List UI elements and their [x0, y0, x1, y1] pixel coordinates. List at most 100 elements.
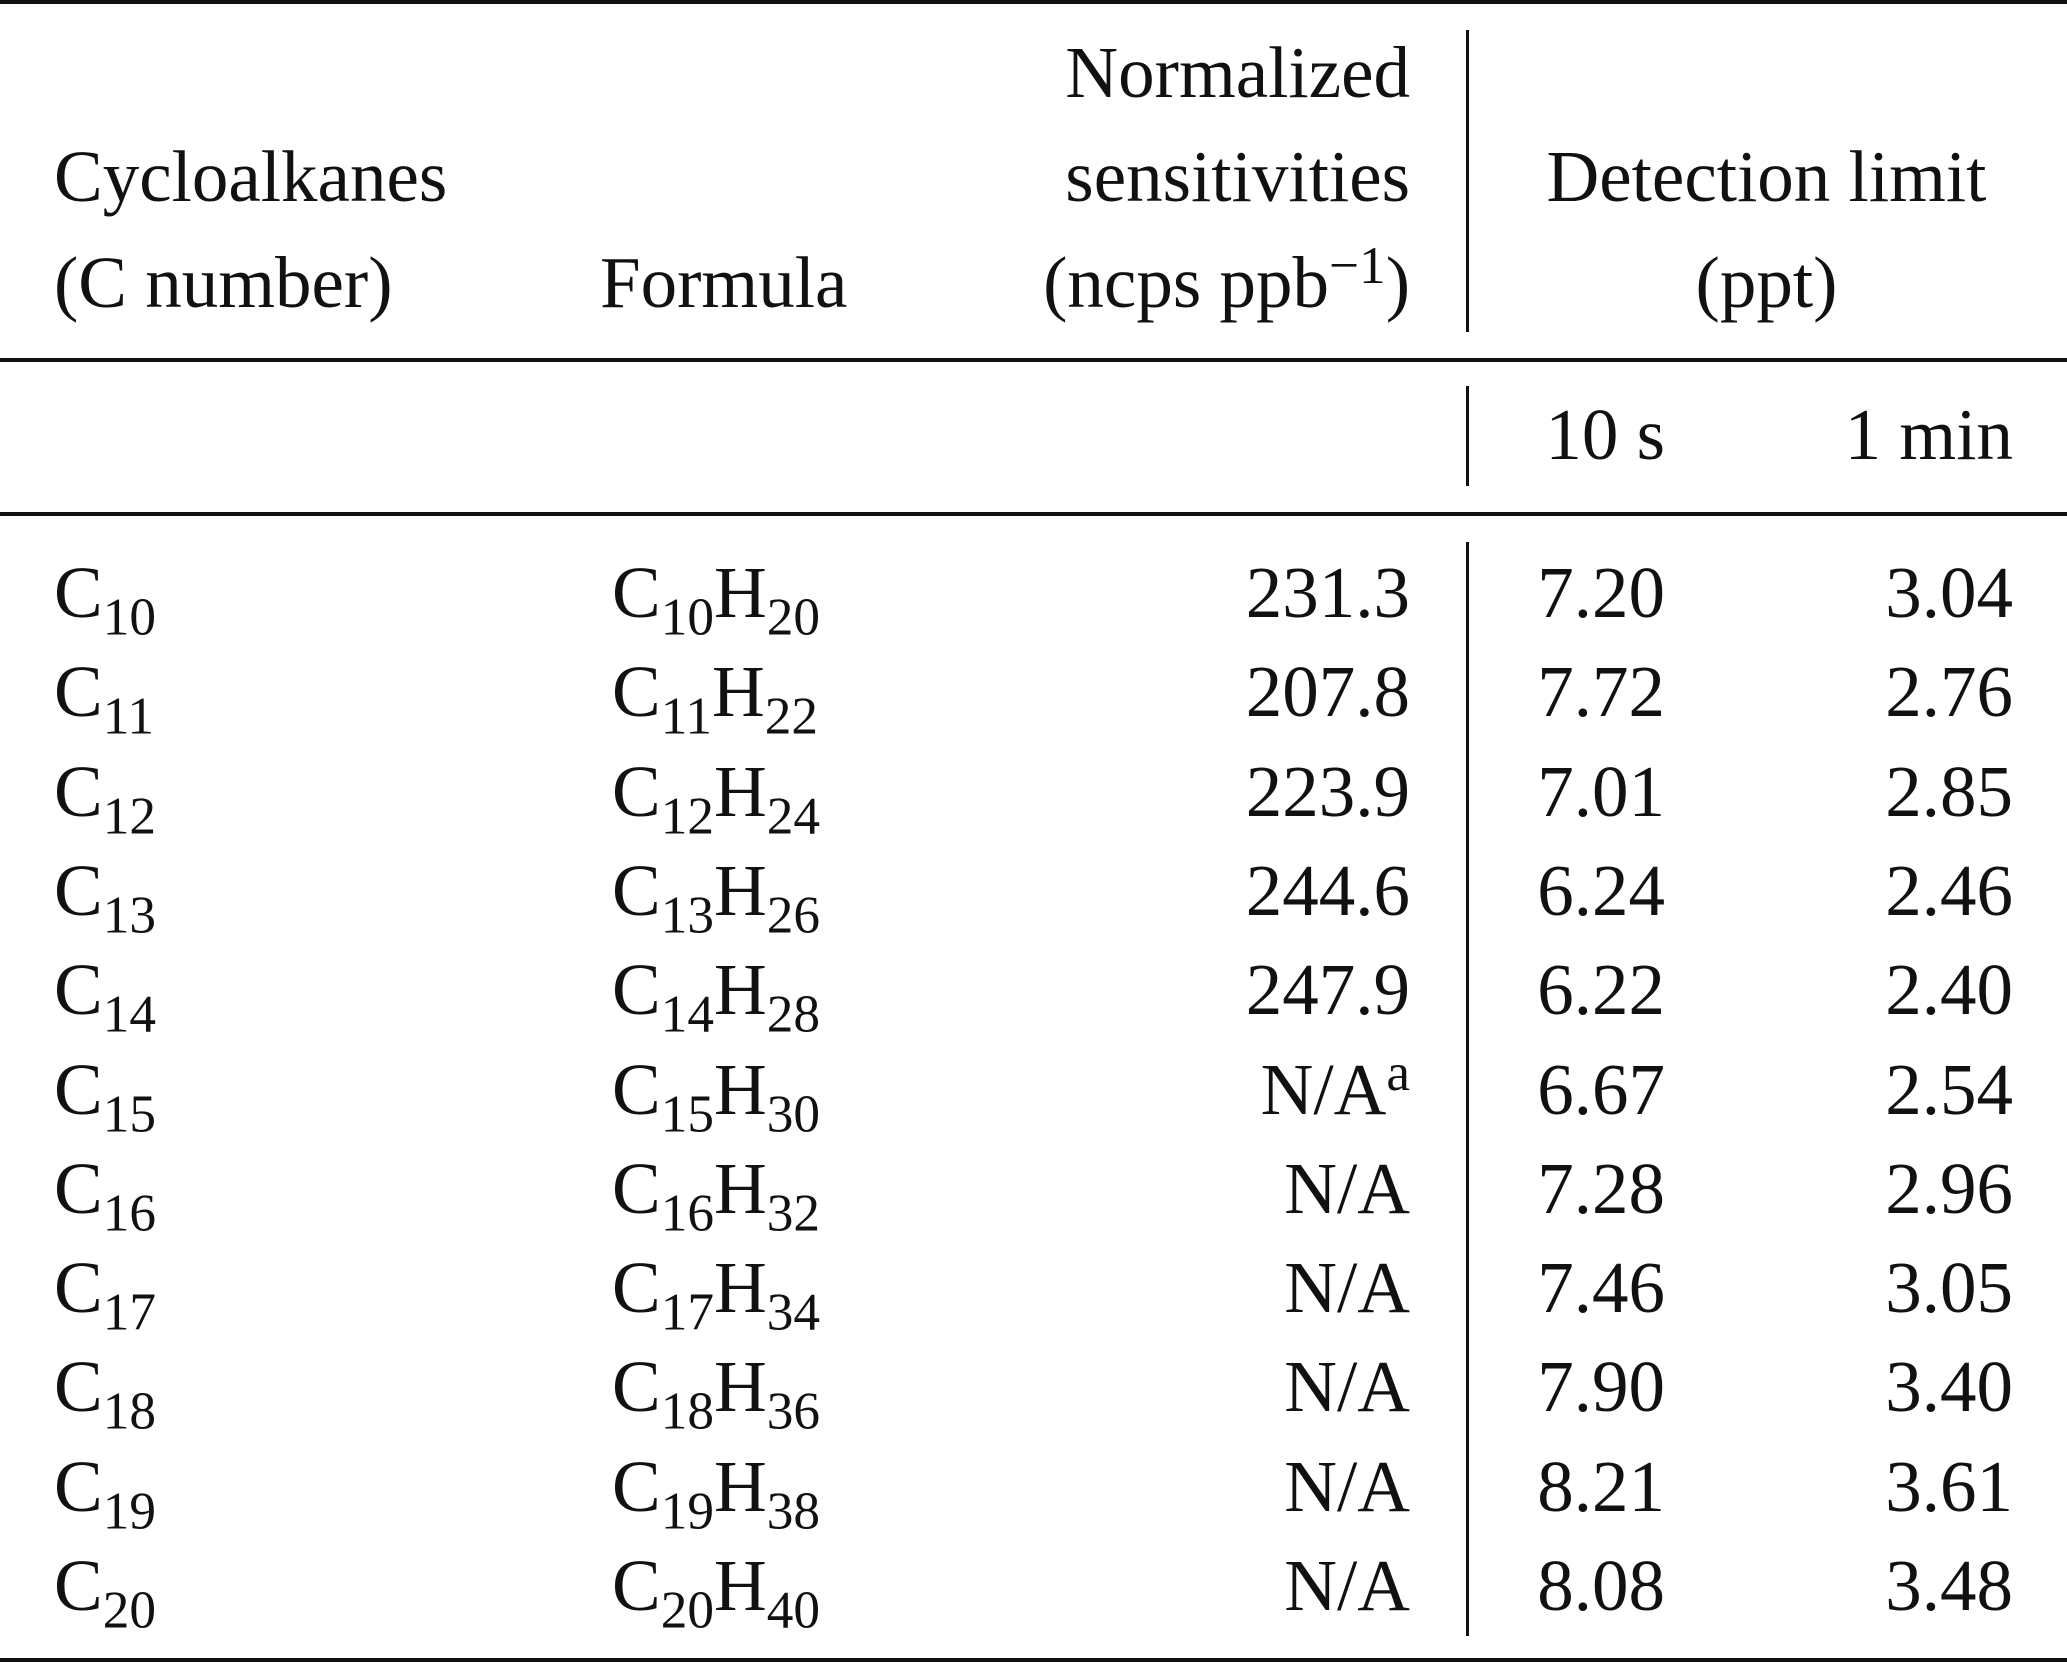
carbon-count: 16 [102, 1183, 156, 1243]
formula-hydrogen: H [713, 750, 767, 832]
cell-detection-1min: 2.40 [1885, 953, 2013, 1026]
cell-detection-1min: 2.54 [1885, 1053, 2013, 1126]
formula-hydrogen-count: 24 [766, 786, 820, 846]
detection-10s-value: 7.72 [1537, 651, 1665, 733]
cell-formula: C15H30 [612, 1053, 820, 1141]
carbon-symbol: C [54, 849, 103, 931]
detection-10s-value: 7.90 [1537, 1346, 1665, 1428]
carbon-symbol: C [54, 651, 103, 733]
cell-detection-10s: 6.24 [1537, 854, 1665, 927]
formula-carbon-count: 19 [660, 1481, 714, 1541]
body-vertical-separator [1466, 542, 1469, 1636]
formula-carbon-count: 15 [660, 1084, 714, 1144]
formula-carbon-count: 12 [660, 786, 714, 846]
cell-c-number: C16 [54, 1152, 156, 1240]
cell-detection-10s: 7.28 [1537, 1152, 1665, 1225]
cell-formula: C12H24 [612, 755, 820, 843]
detection-10s-value: 8.21 [1537, 1445, 1665, 1527]
cell-detection-1min: 2.76 [1885, 655, 2013, 728]
bottom-rule [0, 1658, 2067, 1662]
header-detection-line2: (ppt) [1466, 246, 2067, 319]
sensitivity-value: 207.8 [1245, 651, 1410, 733]
formula-carbon: C [612, 1346, 661, 1428]
detection-1min-value: 2.76 [1885, 651, 2013, 733]
detection-10s-value: 7.20 [1537, 552, 1665, 633]
sensitivity-value: N/A [1260, 1048, 1387, 1130]
formula-carbon-count: 18 [660, 1381, 714, 1441]
cell-sensitivity: 231.3 [1246, 556, 1410, 629]
formula-carbon-count: 16 [660, 1183, 714, 1243]
cell-formula: C17H34 [612, 1251, 820, 1339]
formula-hydrogen: H [713, 1147, 767, 1229]
detection-10s-value: 6.22 [1537, 949, 1665, 1031]
subheader-rule [0, 512, 2067, 516]
top-rule [0, 0, 2067, 4]
table-row: C16 C16H32 N/A 7.28 2.96 [0, 1152, 2067, 1251]
formula-carbon: C [612, 1048, 661, 1130]
cell-detection-1min: 2.85 [1885, 755, 2013, 828]
header-cycloalkanes-line1: Cycloalkanes [54, 136, 448, 217]
cell-c-number: C14 [54, 953, 156, 1041]
table-row: C19 C19H38 N/A 8.21 3.61 [0, 1450, 2067, 1549]
table-row: C10 C10H20 231.3 7.20 3.04 [0, 556, 2067, 655]
carbon-count: 14 [102, 984, 156, 1044]
carbon-count: 17 [102, 1282, 156, 1342]
carbon-count: 10 [102, 587, 156, 647]
cell-sensitivity: 207.8 [1246, 655, 1410, 728]
cell-sensitivity: N/A [1284, 1450, 1410, 1523]
cell-detection-10s: 7.46 [1537, 1251, 1665, 1324]
detection-1min-value: 2.96 [1885, 1147, 2013, 1229]
formula-hydrogen-count: 32 [766, 1183, 820, 1243]
cell-sensitivity: N/A [1284, 1152, 1410, 1225]
carbon-symbol: C [54, 1048, 103, 1130]
header-sensitivities-unit: (ncps ppb [1043, 242, 1329, 323]
detection-10s-value: 7.01 [1537, 750, 1665, 832]
table-row: C12 C12H24 223.9 7.01 2.85 [0, 755, 2067, 854]
carbon-symbol: C [54, 552, 103, 633]
cell-detection-1min: 3.40 [1885, 1350, 2013, 1423]
cell-c-number: C18 [54, 1350, 156, 1438]
table-row: C13 C13H26 244.6 6.24 2.46 [0, 854, 2067, 953]
carbon-symbol: C [54, 1346, 103, 1428]
cell-sensitivity: N/Aa [1261, 1045, 1410, 1125]
cell-c-number: C10 [54, 556, 156, 644]
formula-hydrogen-count: 30 [766, 1084, 820, 1144]
formula-hydrogen: H [713, 552, 767, 633]
formula-hydrogen: H [713, 1247, 767, 1329]
formula-hydrogen: H [713, 849, 767, 931]
carbon-count: 15 [102, 1084, 156, 1144]
detection-1min-value: 3.40 [1885, 1346, 2013, 1428]
detection-1min-value: 2.54 [1885, 1048, 2013, 1130]
cell-detection-1min: 2.46 [1885, 854, 2013, 927]
formula-carbon-count: 14 [660, 984, 714, 1044]
sensitivity-value: N/A [1284, 1545, 1410, 1626]
carbon-symbol: C [54, 1545, 103, 1626]
formula-carbon: C [612, 1147, 661, 1229]
cell-formula: C13H26 [612, 854, 820, 942]
sensitivity-value: 231.3 [1245, 552, 1410, 633]
cell-detection-10s: 7.01 [1537, 755, 1665, 828]
cell-detection-10s: 7.72 [1537, 655, 1665, 728]
formula-carbon-count: 10 [660, 587, 714, 647]
formula-carbon: C [612, 1445, 661, 1527]
formula-hydrogen-count: 34 [766, 1282, 820, 1342]
cell-detection-10s: 8.08 [1537, 1549, 1665, 1622]
detection-10s-value: 7.28 [1537, 1147, 1665, 1229]
table-row: C17 C17H34 N/A 7.46 3.05 [0, 1251, 2067, 1350]
cell-sensitivity: N/A [1284, 1549, 1410, 1622]
table-row: C18 C18H36 N/A 7.90 3.40 [0, 1350, 2067, 1449]
subheader-vertical-separator [1466, 386, 1469, 486]
carbon-count: 19 [102, 1481, 156, 1541]
formula-hydrogen-count: 36 [766, 1381, 820, 1441]
header-sensitivities-line2: sensitivities [1065, 136, 1410, 217]
detection-10s-value: 6.67 [1537, 1048, 1665, 1130]
formula-hydrogen-count: 22 [764, 686, 819, 746]
formula-hydrogen: H [713, 1545, 767, 1626]
detection-10s-value: 6.24 [1537, 849, 1665, 931]
cell-formula: C14H28 [612, 953, 820, 1041]
sensitivity-value: 244.6 [1245, 849, 1410, 931]
detection-1min-value: 3.05 [1885, 1247, 2013, 1329]
cell-formula: C20H40 [612, 1549, 820, 1637]
formula-carbon: C [612, 750, 661, 832]
formula-carbon-count: 13 [660, 885, 714, 945]
